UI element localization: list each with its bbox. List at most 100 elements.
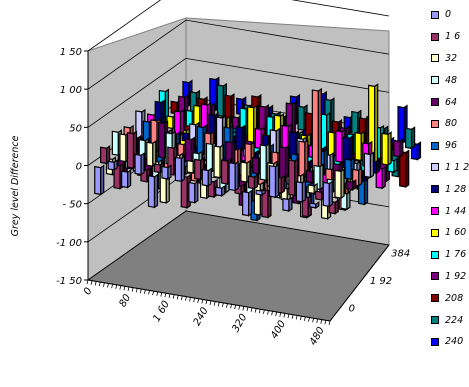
x-tick xyxy=(103,282,105,287)
legend-item: 1 76 xyxy=(431,244,469,266)
y-tick-label: -1 50 xyxy=(56,276,82,287)
x-tick xyxy=(328,320,331,326)
x-tick xyxy=(275,311,278,317)
x-tick-label: 320 xyxy=(230,312,249,334)
x-tick xyxy=(291,314,294,319)
bar xyxy=(174,155,185,183)
legend-item: 240 xyxy=(431,331,469,353)
legend-item: 32 xyxy=(431,48,469,70)
x-tick xyxy=(267,310,269,315)
bar xyxy=(121,169,132,189)
x-tick xyxy=(172,294,175,299)
y-axis-label: Grey level Difference xyxy=(10,135,21,236)
bar xyxy=(188,180,199,204)
gridline-back xyxy=(185,57,390,93)
x-tick xyxy=(197,298,200,303)
x-tick xyxy=(250,307,253,312)
x-tick xyxy=(205,300,208,305)
bar xyxy=(298,139,309,178)
legend-swatch xyxy=(431,32,439,41)
x-tick xyxy=(144,289,146,294)
bar xyxy=(235,124,246,152)
gridline-side xyxy=(87,210,187,281)
legend-item: 64 xyxy=(431,91,469,113)
legend-item: 1 44 xyxy=(431,200,469,222)
x-tick xyxy=(180,295,183,301)
bar xyxy=(368,83,379,164)
gridline-side xyxy=(87,19,187,90)
legend-item: 208 xyxy=(431,287,469,309)
x-tick-label: 0 xyxy=(82,286,95,297)
gridline-back xyxy=(185,210,390,246)
x-tick xyxy=(320,319,323,324)
legend-item: 48 xyxy=(431,69,469,91)
legend-label: 208 xyxy=(445,292,464,304)
x-tick xyxy=(201,299,204,304)
x-tick xyxy=(254,308,257,313)
x-tick xyxy=(283,313,286,318)
bar xyxy=(363,151,375,179)
legend-label: 32 xyxy=(445,52,458,64)
x-tick xyxy=(94,281,97,286)
x-tick xyxy=(221,302,224,308)
legend-item: 80 xyxy=(431,113,469,135)
legend-label: 1 28 xyxy=(445,183,467,195)
legend-swatch xyxy=(431,272,439,281)
x-tick xyxy=(185,296,187,301)
y-tick-label: 1 00 xyxy=(60,85,82,96)
bar xyxy=(242,189,253,217)
legend-label: 0 xyxy=(445,9,452,21)
legend-swatch xyxy=(431,228,439,237)
y-tick-label: 50 xyxy=(69,123,82,134)
legend-swatch xyxy=(431,316,439,325)
x-tick xyxy=(230,304,232,309)
x-tick-label: 480 xyxy=(308,325,327,347)
x-tick xyxy=(213,301,216,306)
bar xyxy=(393,138,404,158)
legend-label: 224 xyxy=(445,314,464,326)
x-axis-line xyxy=(87,279,331,322)
y-tick-label: - 50 xyxy=(62,200,82,211)
bar xyxy=(322,180,333,208)
legend-label: 1 1 2 xyxy=(445,161,469,173)
bar xyxy=(215,185,226,197)
bar xyxy=(228,160,239,192)
legend-item: 1 28 xyxy=(431,178,469,200)
legend-label: 240 xyxy=(445,336,464,348)
x-tick xyxy=(135,288,138,293)
y-tick-label: -1 00 xyxy=(56,238,82,249)
depth-tick-labels: 0 1 92 384 xyxy=(349,249,411,315)
gridline-back xyxy=(291,0,390,17)
legend-swatch xyxy=(431,10,439,19)
x-tick xyxy=(189,297,191,302)
x-tick xyxy=(176,295,179,300)
bar xyxy=(334,168,345,200)
bar xyxy=(399,149,410,189)
bar xyxy=(375,165,386,190)
legend: 0 1 6 32 48 64 80 96 1 1 2 1 28 1 44 1 60 1 76 1 92 2… xyxy=(431,4,469,353)
bar xyxy=(247,173,259,190)
legend-item: 0 xyxy=(431,4,469,26)
x-tick xyxy=(86,279,89,285)
legend-swatch xyxy=(431,250,439,259)
x-tick xyxy=(312,318,314,323)
x-tick xyxy=(271,311,273,316)
bar xyxy=(134,152,145,176)
bar xyxy=(381,131,392,167)
bar xyxy=(328,199,339,215)
x-tick xyxy=(262,309,265,314)
legend-item: 1 60 xyxy=(431,222,469,244)
x-tick xyxy=(258,309,261,314)
gridline-side xyxy=(87,58,187,128)
bar xyxy=(295,179,306,203)
bar xyxy=(268,163,280,199)
legend-label: 1 76 xyxy=(445,249,467,261)
bar xyxy=(404,126,416,150)
x-tick xyxy=(139,288,142,294)
gridline-side xyxy=(87,0,162,52)
legend-item: 1 6 xyxy=(431,26,469,48)
legend-label: 1 6 xyxy=(445,31,461,43)
x-tick xyxy=(131,287,134,292)
legend-swatch xyxy=(431,294,439,303)
bars xyxy=(94,76,422,222)
